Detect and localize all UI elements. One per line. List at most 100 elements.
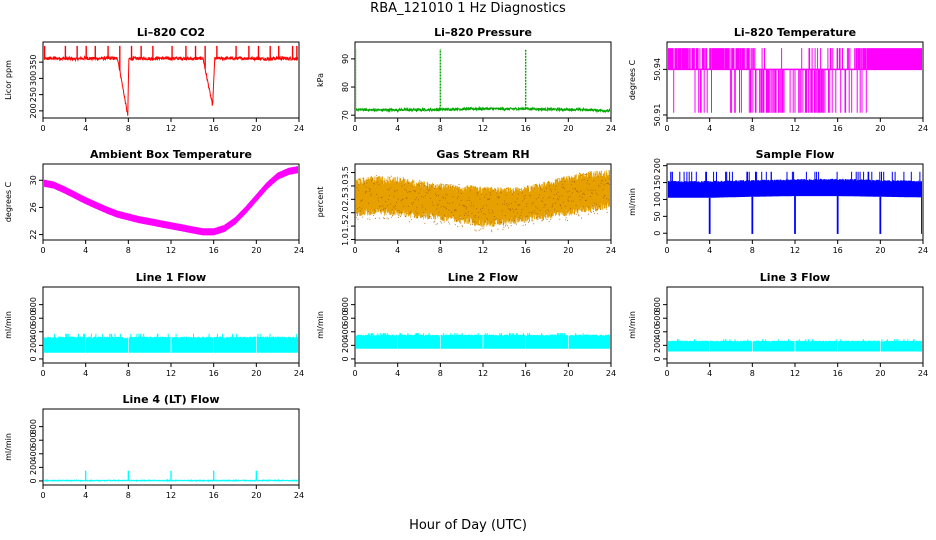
x-tick-label: 0: [352, 369, 357, 378]
x-tick-label: 20: [251, 246, 261, 255]
chart-panel: Li–820 Temperature degrees C 0 4 8 12 16 20 24 50…: [628, 26, 928, 133]
x-tick-label: 16: [209, 369, 219, 378]
chart-panel: Sample Flow ml/min 0 4 8 12 16 20 24 0 50 100 150 200: [628, 148, 928, 255]
x-tick-label: 20: [875, 369, 885, 378]
data-layer: [44, 333, 298, 353]
x-tick-label: 20: [251, 124, 261, 133]
x-tick-label: 16: [833, 369, 843, 378]
x-tick-label: 16: [521, 124, 531, 133]
x-tick-label: 0: [664, 246, 669, 255]
plot-frame: [42, 41, 300, 119]
y-tick-label: 50.94: [653, 58, 662, 81]
y-tick-label: 800: [29, 419, 38, 434]
x-tick-label: 12: [166, 124, 176, 133]
x-tick-label: 4: [395, 124, 400, 133]
x-tick-label: 24: [294, 491, 304, 500]
x-tick-label: 12: [478, 124, 488, 133]
x-tick-label: 16: [209, 124, 219, 133]
y-tick-label: 2.5: [341, 193, 350, 206]
x-tick-label: 8: [126, 124, 131, 133]
y-axis-label: ml/min: [316, 311, 325, 339]
x-tick-label: 0: [352, 124, 357, 133]
chart-title: Li–820 CO2: [137, 26, 205, 39]
x-tick-label: 20: [563, 246, 573, 255]
y-tick-label: 200: [29, 338, 38, 353]
y-tick-label: 250: [29, 87, 38, 102]
y-tick-label: 400: [341, 324, 350, 339]
x-tick-label: 4: [83, 246, 88, 255]
chart-panel: Line 2 Flow ml/min 0 4 8 12 16 20 24 0 20040060080…: [316, 271, 616, 378]
x-tick-label: 4: [707, 369, 712, 378]
y-tick-label: 30: [29, 175, 38, 185]
x-tick-label: 16: [209, 491, 219, 500]
x-tick-label: 20: [563, 369, 573, 378]
x-tick-label: 12: [790, 124, 800, 133]
data-layer: [356, 170, 610, 233]
series-line: [356, 170, 610, 228]
y-axis-label: Licor ppm: [4, 60, 13, 100]
plot-frame: [354, 41, 612, 119]
y-axis-label: ml/min: [628, 311, 637, 339]
y-tick-label: 400: [29, 324, 38, 339]
y-tick-label: 3.5: [341, 166, 350, 179]
y-tick-label: 200: [653, 338, 662, 353]
chart-panel: Line 1 Flow ml/min 0 4 8 12 16 20 24 0 20040060080…: [4, 271, 304, 378]
data-layer: [44, 166, 298, 236]
chart-panel: Li–820 Pressure kPa 0 4 8 12 16 20 24 70 80 90: [316, 26, 616, 133]
y-tick-label: 2.0: [341, 206, 350, 219]
y-tick-label: 300: [29, 71, 38, 86]
y-tick-label: 26: [29, 202, 38, 212]
y-tick-label: 0: [653, 356, 662, 361]
data-layer: [44, 45, 298, 116]
chart-title: Gas Stream RH: [436, 148, 529, 161]
x-tick-label: 8: [126, 369, 131, 378]
chart-title: Line 2 Flow: [448, 271, 518, 284]
series-line: [356, 105, 610, 114]
data-layer: [668, 171, 922, 234]
chart-panel: Line 4 (LT) Flow ml/min 0 4 8 12 16 20 24 0 200400…: [4, 393, 304, 500]
y-axis-label: ml/min: [628, 188, 637, 216]
y-tick-label: 50: [653, 211, 662, 221]
y-tick-label: 50.91: [653, 104, 662, 127]
x-tick-label: 20: [875, 124, 885, 133]
y-tick-label: 400: [653, 324, 662, 339]
x-tick-label: 12: [166, 246, 176, 255]
y-tick-label: 1.5: [341, 220, 350, 233]
y-tick-label: 0: [29, 478, 38, 483]
x-tick-label: 24: [606, 124, 616, 133]
x-tick-label: 0: [664, 369, 669, 378]
x-tick-label: 8: [750, 369, 755, 378]
chart-panel: Gas Stream RH percent 0 4 8 12 16 20 24 1.01.52.0…: [316, 148, 616, 255]
series-line: [668, 48, 922, 113]
series-line: [44, 54, 298, 116]
x-tick-label: 8: [126, 491, 131, 500]
x-tick-label: 24: [918, 124, 928, 133]
y-tick-label: 800: [341, 297, 350, 312]
plot-frame: [354, 286, 612, 364]
x-tick-label: 4: [83, 491, 88, 500]
y-tick-label: 200: [29, 460, 38, 475]
series-band: [44, 333, 298, 353]
x-tick-label: 24: [918, 246, 928, 255]
x-tick-label: 12: [166, 369, 176, 378]
x-tick-label: 16: [521, 369, 531, 378]
series-band: [44, 166, 298, 236]
chart-title: Li–820 Temperature: [734, 26, 856, 39]
data-layer: [668, 48, 922, 113]
series-band: [668, 171, 922, 198]
y-axis-label: degrees C: [4, 181, 13, 222]
x-tick-label: 4: [395, 369, 400, 378]
y-tick-label: 600: [29, 433, 38, 448]
y-tick-label: 600: [341, 311, 350, 326]
y-tick-label: 100: [653, 192, 662, 207]
figure-x-axis-label: Hour of Day (UTC): [409, 518, 527, 533]
y-tick-label: 200: [29, 103, 38, 118]
x-tick-label: 16: [833, 124, 843, 133]
x-tick-label: 4: [707, 246, 712, 255]
data-layer: [356, 333, 610, 349]
y-tick-label: 150: [653, 175, 662, 190]
y-tick-label: 3.0: [341, 180, 350, 193]
chart-title: Li–820 Pressure: [434, 26, 532, 39]
y-tick-label: 800: [29, 297, 38, 312]
x-tick-label: 12: [790, 246, 800, 255]
